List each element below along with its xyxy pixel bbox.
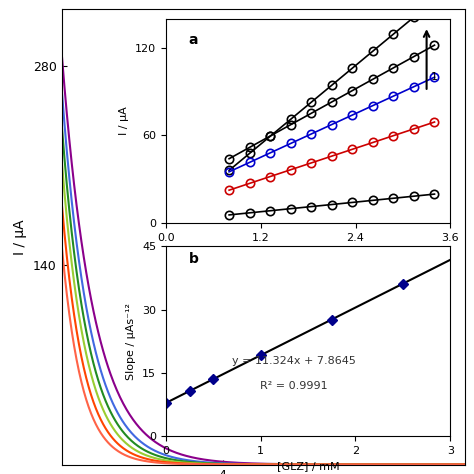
X-axis label: [GLZ] / mM: [GLZ] / mM [277, 461, 339, 471]
Text: a: a [189, 33, 198, 47]
Y-axis label: I / μA: I / μA [13, 219, 27, 255]
Y-axis label: I / μA: I / μA [119, 107, 129, 135]
Text: b: b [189, 252, 199, 266]
Y-axis label: Slope / μAs⁻¹²: Slope / μAs⁻¹² [127, 303, 137, 380]
Text: y = 11.324x + 7.8645: y = 11.324x + 7.8645 [232, 356, 356, 366]
Text: R² = 0.9991: R² = 0.9991 [260, 381, 328, 391]
X-axis label: t⁻¹² / s⁻¹²: t⁻¹² / s⁻¹² [283, 248, 333, 258]
Text: 1: 1 [430, 72, 438, 82]
